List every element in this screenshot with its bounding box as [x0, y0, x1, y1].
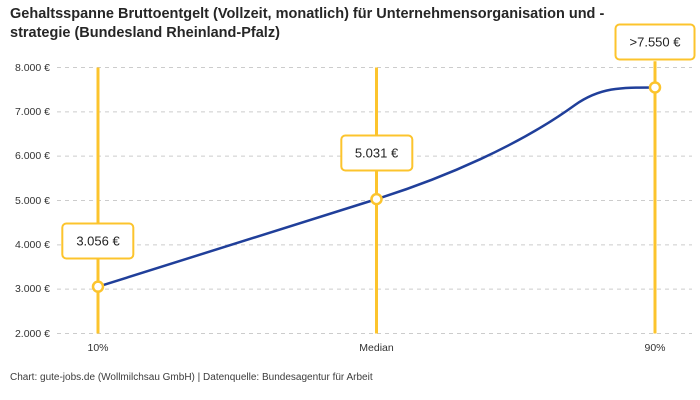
y-axis-tick-label: 2.000 € — [14, 327, 50, 340]
salary-curve — [96, 86, 657, 288]
value-label[interactable]: >7.550 € — [614, 23, 696, 61]
data-point-marker[interactable] — [91, 280, 105, 293]
y-axis-tick-label: 4.000 € — [14, 238, 50, 251]
x-axis-tick-label: 10% — [87, 342, 109, 354]
x-axis-tick-label: Median — [359, 342, 394, 354]
value-label[interactable]: 5.031 € — [339, 134, 414, 172]
data-point-marker[interactable] — [370, 192, 383, 206]
y-axis-tick-label: 7.000 € — [14, 105, 50, 118]
y-axis-tick-label: 3.000 € — [14, 283, 50, 296]
x-axis-tick-label: 90% — [644, 342, 666, 354]
y-axis-tick-label: 8.000 € — [14, 61, 50, 74]
chart-title: Gehaltsspanne Bruttoentgelt (Vollzeit, m… — [10, 6, 605, 41]
y-axis-tick-label: 5.000 € — [14, 194, 50, 207]
source-caption: Chart: gute-jobs.de (Wollmilchsau GmbH) … — [10, 372, 373, 383]
y-axis-tick-label: 6.000 € — [14, 150, 50, 163]
data-point-marker[interactable] — [648, 81, 662, 94]
value-label[interactable]: 3.056 € — [61, 222, 135, 260]
